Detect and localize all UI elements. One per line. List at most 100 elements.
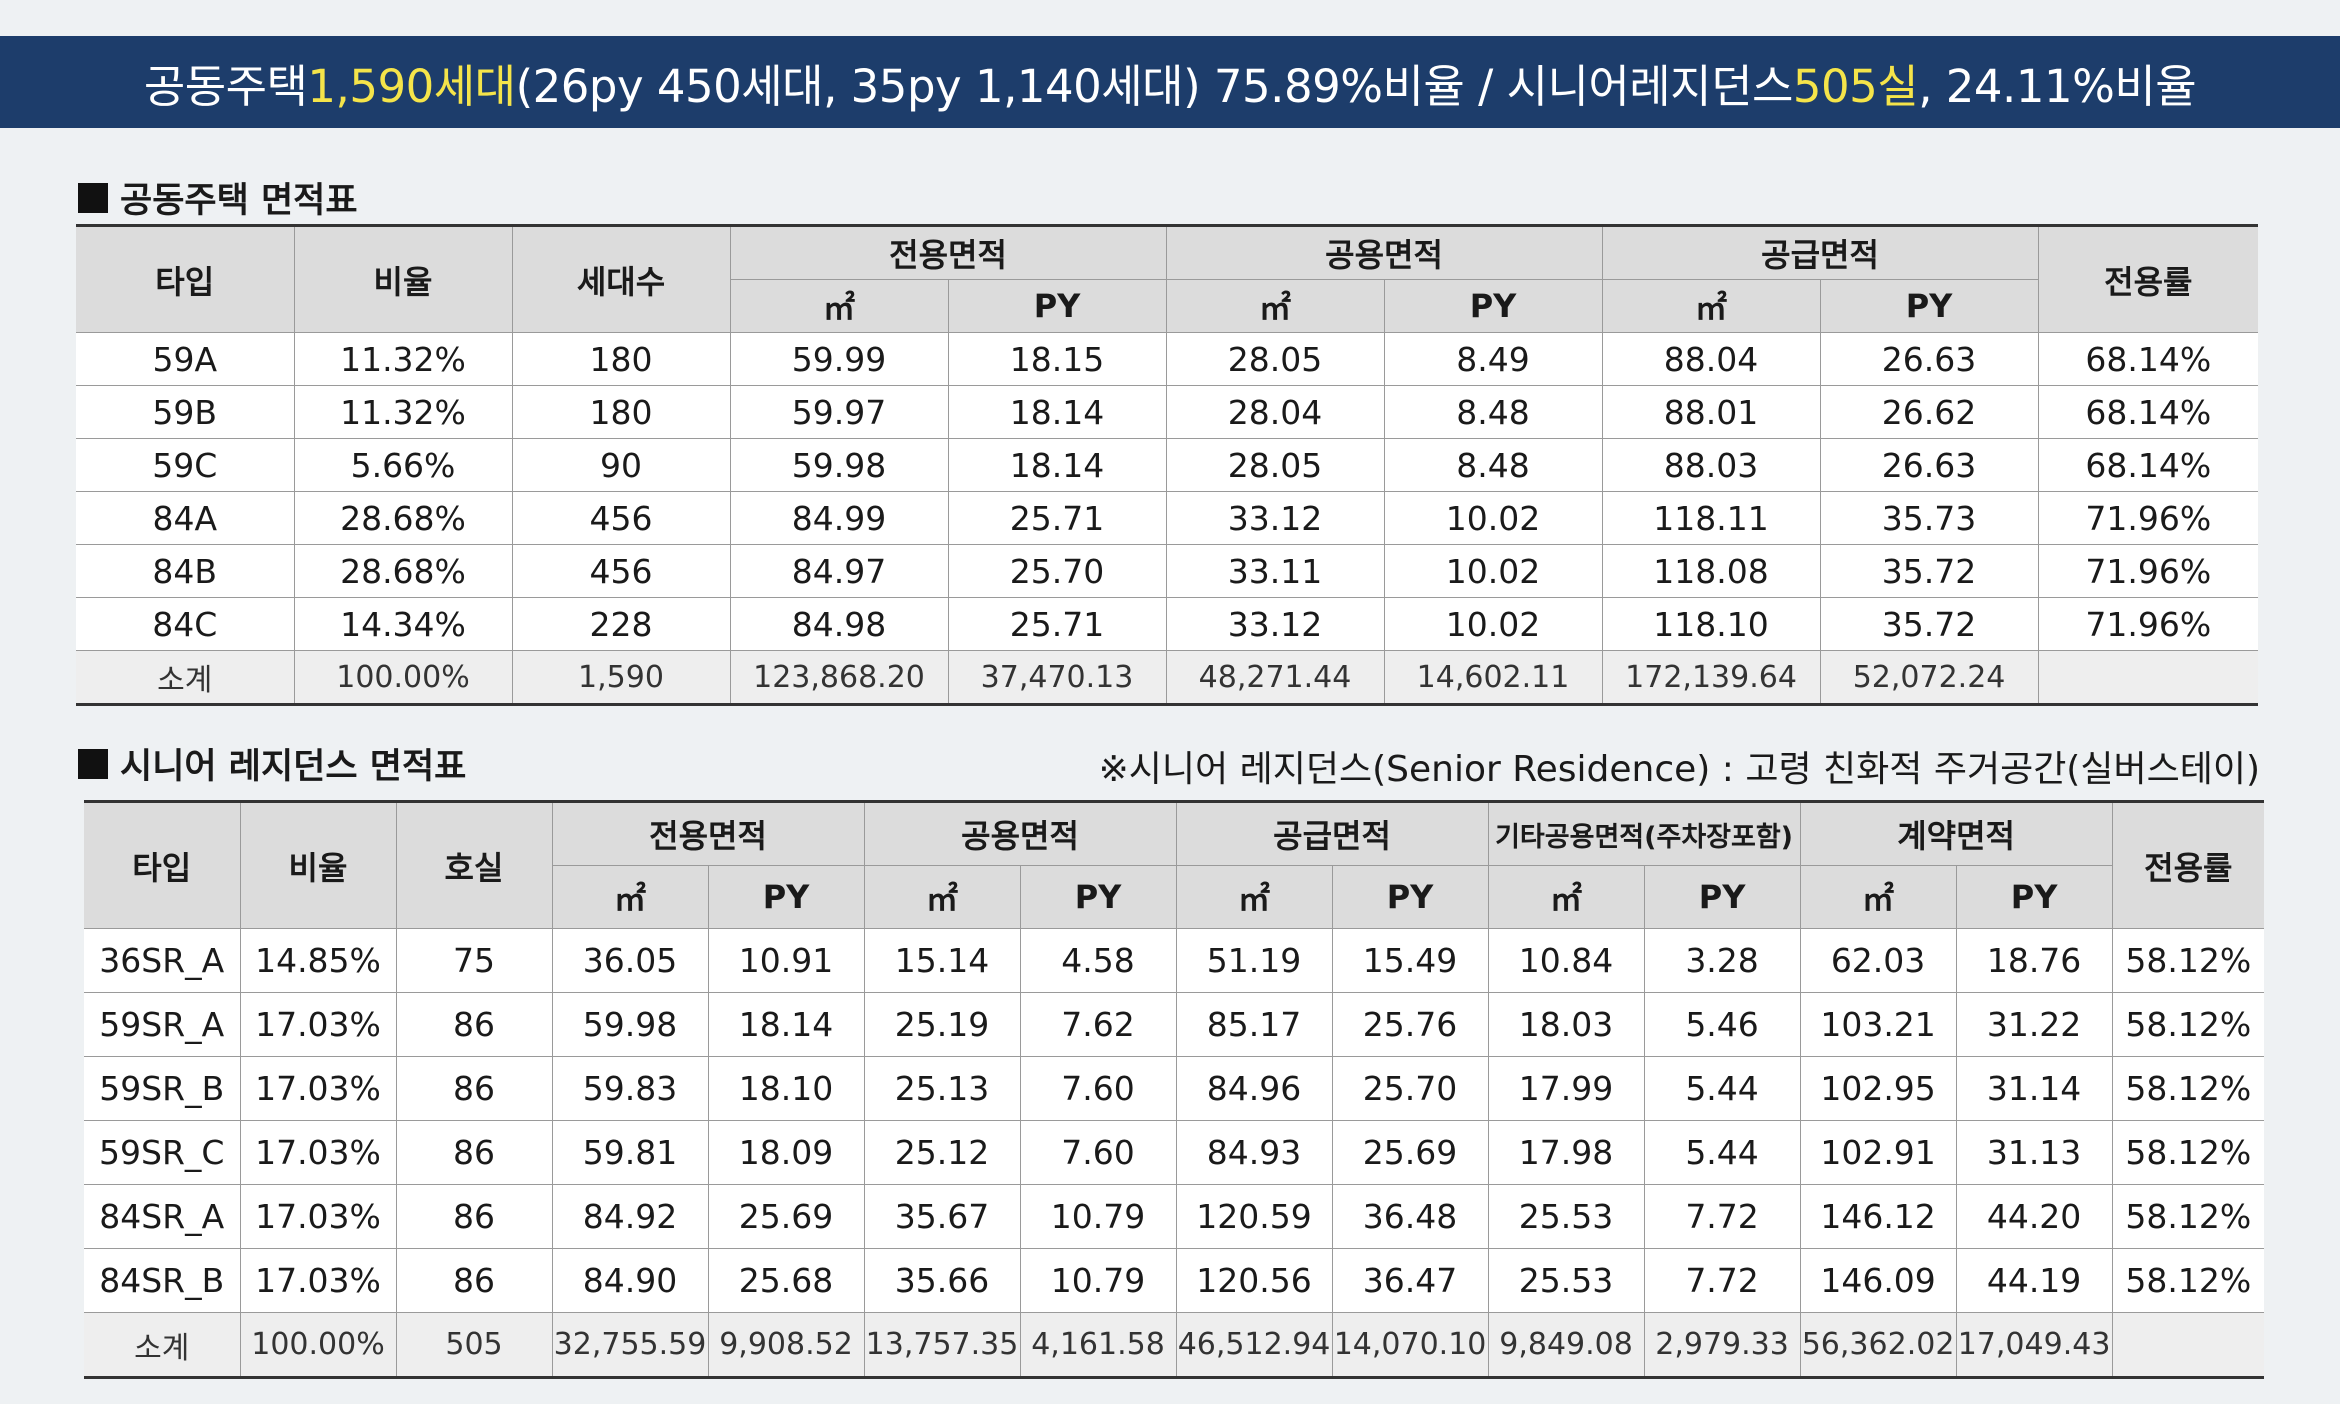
header-py: PY xyxy=(1955,865,2113,929)
table-cell: 11.32% xyxy=(293,332,513,386)
header-sqm: ㎡ xyxy=(730,279,949,333)
subtotal-cell xyxy=(2037,650,2259,705)
table-cell: 84C xyxy=(76,597,295,651)
table-cell: 17.03% xyxy=(239,1248,397,1313)
banner-highlight-rooms: 505실 xyxy=(1792,59,1919,113)
senior-residence-table-title-text: 시니어 레지던스 면적표 xyxy=(120,747,467,787)
table-cell: 86 xyxy=(395,1184,553,1249)
table-cell: 90 xyxy=(511,438,731,492)
header-household-count: 세대수 xyxy=(511,225,731,333)
table-cell: 84B xyxy=(76,544,295,598)
table-cell: 18.14 xyxy=(947,438,1167,492)
table-cell: 25.53 xyxy=(1487,1248,1645,1313)
table-cell: 84SR_A xyxy=(84,1184,241,1249)
header-ratio: 비율 xyxy=(239,801,397,929)
table-cell: 59.83 xyxy=(551,1056,709,1121)
table-row: 84A 28.68% 456 84.99 25.71 33.12 10.02 118.11 35… xyxy=(76,491,2259,545)
table-cell: 59B xyxy=(76,385,295,439)
subtotal-cell: 소계 xyxy=(76,650,295,705)
senior-residence-area-table: 타입 비율 호실 전용면적 공용면적 공급면적 기타공용면적(주차장포함) 계약… xyxy=(84,800,2265,1379)
table-cell: 180 xyxy=(511,385,731,439)
table-cell: 59.98 xyxy=(729,438,949,492)
table-row: 59SR_A 17.03% 86 59.98 18.14 25.19 7.62 85.17 25… xyxy=(84,992,2265,1057)
subtotal-cell xyxy=(2111,1312,2265,1378)
table-cell: 18.15 xyxy=(947,332,1167,386)
table-cell: 58.12% xyxy=(2111,1120,2265,1185)
table-cell: 118.11 xyxy=(1601,491,1821,545)
table-cell: 88.04 xyxy=(1601,332,1821,386)
table-cell: 88.01 xyxy=(1601,385,1821,439)
table-cell: 7.62 xyxy=(1019,992,1177,1057)
table-row: 84SR_B 17.03% 86 84.90 25.68 35.66 10.79 120.56… xyxy=(84,1248,2265,1313)
table-cell: 28.05 xyxy=(1165,438,1385,492)
table-cell: 35.73 xyxy=(1819,491,2039,545)
table-row: 59SR_B 17.03% 86 59.83 18.10 25.13 7.60 84.96 25… xyxy=(84,1056,2265,1121)
subtotal-cell: 9,849.08 xyxy=(1487,1312,1645,1378)
table-cell: 18.14 xyxy=(947,385,1167,439)
table-cell: 25.71 xyxy=(947,597,1167,651)
table-cell: 59SR_B xyxy=(84,1056,241,1121)
header-py: PY xyxy=(1019,865,1177,929)
table-cell: 28.68% xyxy=(293,491,513,545)
table-cell: 26.63 xyxy=(1819,438,2039,492)
table-cell: 8.48 xyxy=(1383,385,1603,439)
table-cell: 103.21 xyxy=(1799,992,1957,1057)
table-cell: 33.12 xyxy=(1165,597,1385,651)
table-cell: 51.19 xyxy=(1175,928,1333,993)
table-cell: 17.03% xyxy=(239,1056,397,1121)
table-cell: 456 xyxy=(511,544,731,598)
table-cell: 33.12 xyxy=(1165,491,1385,545)
table-cell: 25.70 xyxy=(947,544,1167,598)
subtotal-row: 소계 100.00% 1,590 123,868.20 37,470.13 48,271.… xyxy=(76,650,2259,705)
table-row: 59B 11.32% 180 59.97 18.14 28.04 8.48 88.01 26.6… xyxy=(76,385,2259,439)
subtotal-cell: 13,757.35 xyxy=(863,1312,1021,1378)
table-cell: 31.14 xyxy=(1955,1056,2113,1121)
table-cell: 15.14 xyxy=(863,928,1021,993)
header-py: PY xyxy=(1819,279,2039,333)
table-cell: 7.72 xyxy=(1643,1248,1801,1313)
table-cell: 120.59 xyxy=(1175,1184,1333,1249)
subtotal-cell: 100.00% xyxy=(239,1312,397,1378)
table-cell: 25.68 xyxy=(707,1248,865,1313)
table-cell: 17.99 xyxy=(1487,1056,1645,1121)
table-row: 84B 28.68% 456 84.97 25.70 33.11 10.02 118.08 35… xyxy=(76,544,2259,598)
table-cell: 31.22 xyxy=(1955,992,2113,1057)
table-cell: 28.05 xyxy=(1165,332,1385,386)
table-cell: 58.12% xyxy=(2111,928,2265,993)
table-cell: 5.46 xyxy=(1643,992,1801,1057)
header-type: 타입 xyxy=(76,225,295,333)
header-other-common-area: 기타공용면적(주차장포함) xyxy=(1487,801,1801,866)
table-cell: 59.99 xyxy=(729,332,949,386)
header-py: PY xyxy=(1643,865,1801,929)
table-cell: 5.66% xyxy=(293,438,513,492)
table-cell: 25.69 xyxy=(1331,1120,1489,1185)
table-cell: 10.79 xyxy=(1019,1248,1177,1313)
header-sqm: ㎡ xyxy=(552,865,709,929)
header-ratio: 비율 xyxy=(293,225,513,333)
table-cell: 36.47 xyxy=(1331,1248,1489,1313)
table-cell: 59SR_A xyxy=(84,992,241,1057)
apartment-area-table-title: 공동주택 면적표 xyxy=(78,172,358,223)
header-py: PY xyxy=(707,865,865,929)
banner-text-3: , 24.11%비율 xyxy=(1918,59,2197,113)
table-cell: 62.03 xyxy=(1799,928,1957,993)
subtotal-cell: 1,590 xyxy=(511,650,731,705)
subtotal-cell: 123,868.20 xyxy=(729,650,949,705)
table-cell: 58.12% xyxy=(2111,1184,2265,1249)
table-cell: 146.12 xyxy=(1799,1184,1957,1249)
table-cell: 17.03% xyxy=(239,1184,397,1249)
table-cell: 68.14% xyxy=(2037,385,2259,439)
table-cell: 25.71 xyxy=(947,491,1167,545)
table-cell: 14.34% xyxy=(293,597,513,651)
table-cell: 86 xyxy=(395,992,553,1057)
table-cell: 84.93 xyxy=(1175,1120,1333,1185)
table-cell: 25.53 xyxy=(1487,1184,1645,1249)
apartment-area-table-title-text: 공동주택 면적표 xyxy=(120,181,358,221)
table-cell: 25.19 xyxy=(863,992,1021,1057)
table-cell: 84SR_B xyxy=(84,1248,241,1313)
table-cell: 18.09 xyxy=(707,1120,865,1185)
header-sqm: ㎡ xyxy=(1799,865,1957,929)
table-cell: 36SR_A xyxy=(84,928,241,993)
senior-residence-note: ※시니어 레지던스(Senior Residence) : 고령 친화적 주거공… xyxy=(1098,749,2260,790)
table-cell: 456 xyxy=(511,491,731,545)
